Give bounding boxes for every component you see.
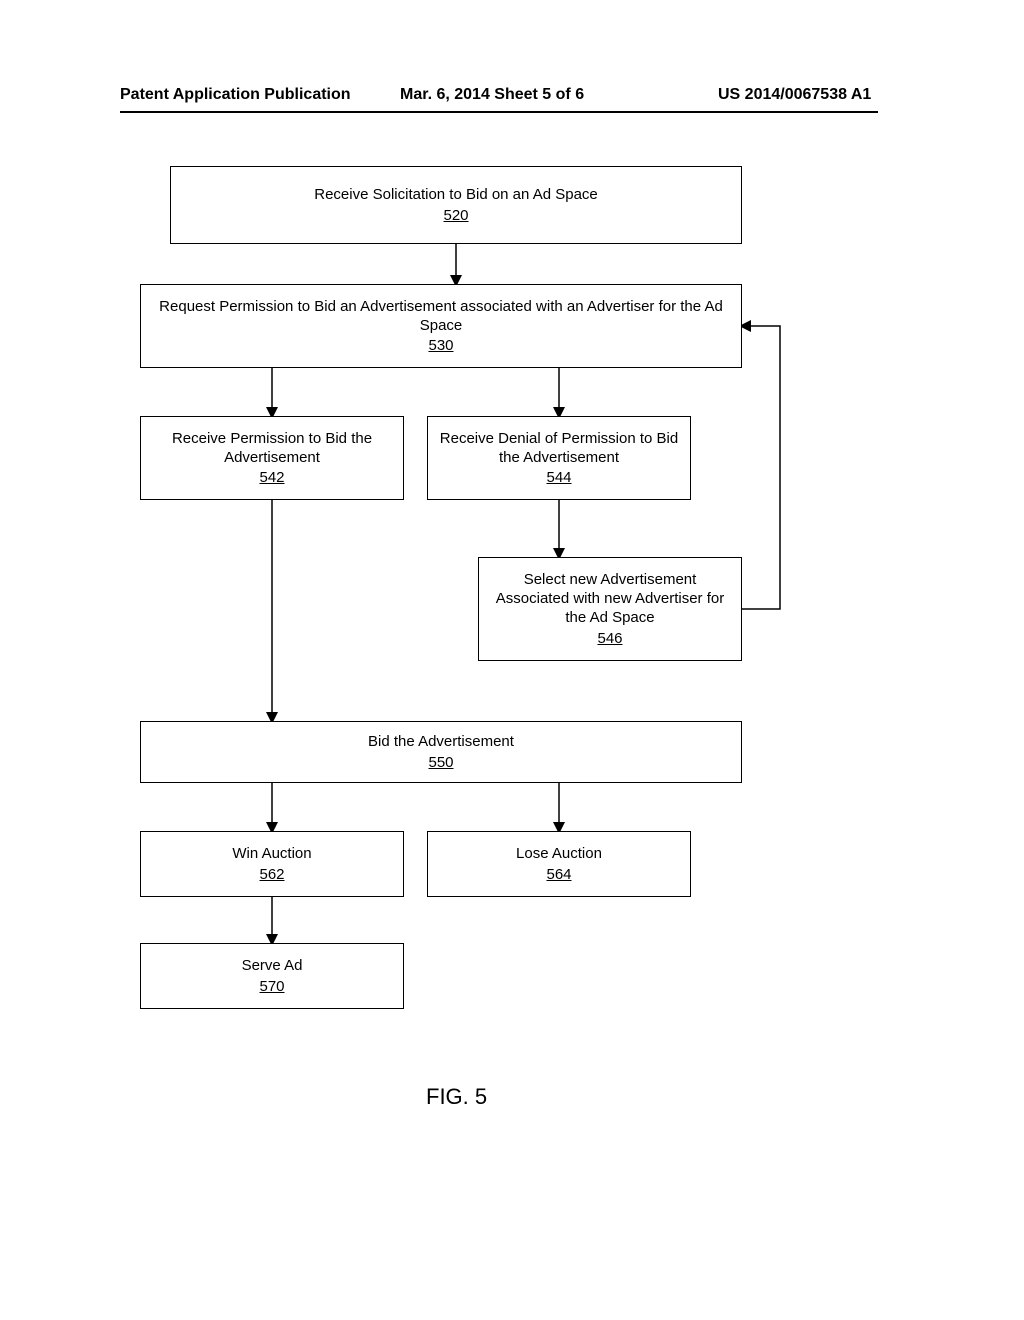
- flow-node-ref: 530: [428, 337, 453, 354]
- flow-node-label: Receive Solicitation to Bid on an Ad Spa…: [314, 186, 598, 205]
- header-rule: [120, 111, 878, 113]
- edge-n546-n530: [742, 326, 780, 609]
- flow-node-label: Serve Ad: [242, 957, 303, 976]
- flow-node-ref: 562: [259, 866, 284, 883]
- flow-node-ref: 546: [597, 630, 622, 647]
- flow-node-542: Receive Permission to Bid the Advertisem…: [140, 416, 404, 500]
- flow-node-570: Serve Ad 570: [140, 943, 404, 1009]
- flow-node-550: Bid the Advertisement 550: [140, 721, 742, 783]
- flow-node-label: Receive Permission to Bid the Advertisem…: [149, 430, 395, 468]
- flow-node-546: Select new Advertisement Associated with…: [478, 557, 742, 661]
- figure-label: FIG. 5: [426, 1084, 487, 1110]
- page: Patent Application Publication Mar. 6, 2…: [0, 0, 1024, 1320]
- flow-node-520: Receive Solicitation to Bid on an Ad Spa…: [170, 166, 742, 244]
- flow-node-ref: 564: [546, 866, 571, 883]
- flow-node-564: Lose Auction 564: [427, 831, 691, 897]
- flow-node-label: Bid the Advertisement: [368, 733, 514, 752]
- flow-node-530: Request Permission to Bid an Advertiseme…: [140, 284, 742, 368]
- header-right: US 2014/0067538 A1: [718, 86, 871, 104]
- flow-node-ref: 544: [546, 469, 571, 486]
- flow-node-label: Win Auction: [232, 845, 311, 864]
- header-center: Mar. 6, 2014 Sheet 5 of 6: [400, 86, 584, 104]
- flow-node-label: Receive Denial of Permission to Bid the …: [436, 430, 682, 468]
- flow-node-562: Win Auction 562: [140, 831, 404, 897]
- flow-node-label: Lose Auction: [516, 845, 602, 864]
- flow-node-ref: 542: [259, 469, 284, 486]
- flow-node-ref: 570: [259, 978, 284, 995]
- flow-node-ref: 520: [443, 207, 468, 224]
- flow-node-label: Select new Advertisement Associated with…: [487, 571, 733, 627]
- header-left: Patent Application Publication: [120, 86, 351, 104]
- flow-node-544: Receive Denial of Permission to Bid the …: [427, 416, 691, 500]
- flow-node-label: Request Permission to Bid an Advertiseme…: [149, 298, 733, 336]
- flow-node-ref: 550: [428, 754, 453, 771]
